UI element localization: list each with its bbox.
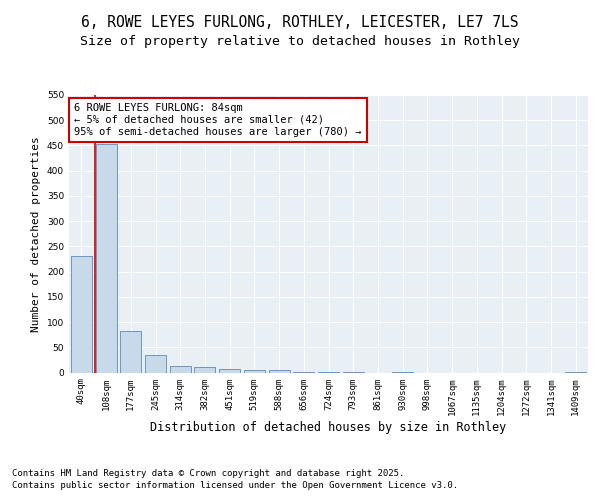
X-axis label: Distribution of detached houses by size in Rothley: Distribution of detached houses by size … — [151, 420, 506, 434]
Bar — [95, 144, 116, 372]
Y-axis label: Number of detached properties: Number of detached properties — [31, 136, 41, 332]
Bar — [71, 256, 92, 372]
Bar — [219, 369, 240, 372]
Bar — [269, 370, 290, 372]
Bar — [194, 368, 215, 372]
Bar — [120, 330, 141, 372]
Bar — [145, 355, 166, 372]
Bar — [170, 366, 191, 372]
Text: Size of property relative to detached houses in Rothley: Size of property relative to detached ho… — [80, 34, 520, 48]
Text: Contains HM Land Registry data © Crown copyright and database right 2025.: Contains HM Land Registry data © Crown c… — [12, 470, 404, 478]
Text: 6 ROWE LEYES FURLONG: 84sqm
← 5% of detached houses are smaller (42)
95% of semi: 6 ROWE LEYES FURLONG: 84sqm ← 5% of deta… — [74, 104, 362, 136]
Bar — [244, 370, 265, 372]
Text: Contains public sector information licensed under the Open Government Licence v3: Contains public sector information licen… — [12, 482, 458, 490]
Text: 6, ROWE LEYES FURLONG, ROTHLEY, LEICESTER, LE7 7LS: 6, ROWE LEYES FURLONG, ROTHLEY, LEICESTE… — [81, 15, 519, 30]
